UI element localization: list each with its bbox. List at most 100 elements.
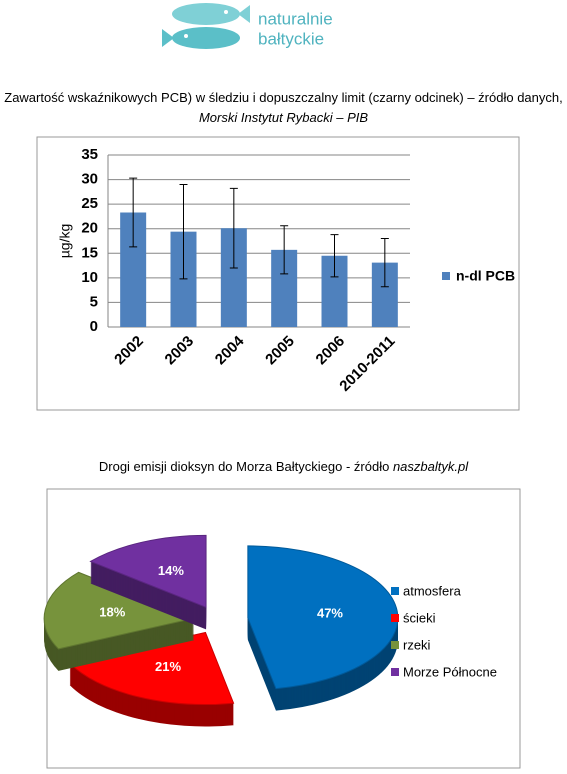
slice-side bbox=[247, 559, 398, 703]
slice-side bbox=[90, 536, 207, 609]
slice-side bbox=[44, 583, 195, 660]
slice-side bbox=[247, 550, 398, 694]
slice-side bbox=[69, 636, 234, 709]
slice-side bbox=[90, 546, 207, 619]
legend-label: Morze Północne bbox=[403, 664, 497, 679]
slice-side bbox=[247, 563, 398, 707]
bar bbox=[120, 212, 147, 327]
error-bar bbox=[229, 187, 238, 269]
slice-depth bbox=[69, 633, 234, 727]
slice bbox=[68, 631, 235, 705]
slice-side bbox=[44, 587, 195, 664]
slice-side bbox=[90, 541, 207, 614]
chart-frame bbox=[46, 488, 521, 769]
y-tick-label: 30 bbox=[81, 171, 98, 188]
bar bbox=[170, 231, 197, 327]
slice-side bbox=[247, 557, 398, 701]
logo-eye bbox=[224, 10, 228, 14]
slice-side bbox=[247, 558, 398, 702]
logo-eye bbox=[184, 34, 188, 38]
slice-side bbox=[247, 556, 398, 700]
data-label: 14% bbox=[158, 563, 184, 578]
caption-text: Drogi emisji dioksyn do Morza Bałtyckieg… bbox=[98, 459, 390, 474]
x-tick-label: 2003 bbox=[162, 333, 198, 369]
slice-side bbox=[247, 567, 398, 711]
slice-side bbox=[44, 578, 195, 655]
slice-side bbox=[44, 584, 195, 661]
slice-side bbox=[69, 652, 234, 725]
slice-side bbox=[44, 589, 195, 666]
slice-side bbox=[90, 556, 207, 629]
logo-fish bbox=[238, 5, 250, 23]
slice-side bbox=[69, 653, 234, 726]
slice-side bbox=[69, 646, 234, 719]
slice bbox=[247, 545, 399, 690]
slice-side bbox=[247, 553, 398, 697]
caption: Drogi emisji dioksyn do Morza Bałtyckieg… bbox=[0, 457, 567, 477]
data-label: 18% bbox=[99, 605, 125, 620]
data-label: 21% bbox=[155, 659, 181, 674]
y-tick-label: 0 bbox=[90, 318, 98, 335]
slice-side bbox=[69, 647, 234, 720]
slice-side bbox=[247, 560, 398, 704]
slice-side bbox=[44, 575, 195, 652]
slice-side bbox=[247, 566, 398, 710]
slice-side bbox=[247, 562, 398, 706]
logo-text: bałtyckie bbox=[258, 29, 324, 48]
slice bbox=[89, 534, 207, 609]
slice-side bbox=[69, 648, 234, 721]
slice-side bbox=[44, 592, 195, 669]
slice-side bbox=[90, 547, 207, 620]
slice-depth bbox=[44, 573, 195, 671]
slice-side bbox=[44, 591, 195, 668]
error-bar bbox=[380, 238, 389, 288]
slice-side bbox=[90, 537, 207, 610]
slice-side bbox=[69, 641, 234, 714]
y-tick-label: 10 bbox=[81, 269, 98, 286]
legend-swatch bbox=[442, 272, 450, 280]
caption: Zawartość wskaźnikowych PCB) w śledziu i… bbox=[0, 88, 567, 128]
slice-side bbox=[90, 540, 207, 613]
slice-side bbox=[69, 635, 234, 708]
slice-side bbox=[90, 553, 207, 626]
slice-side bbox=[247, 561, 398, 705]
logo: naturalnie bałtyckie bbox=[162, 3, 333, 49]
legend-swatch bbox=[391, 587, 399, 595]
bar bbox=[220, 228, 247, 327]
slice-side bbox=[90, 543, 207, 616]
slice-side bbox=[44, 593, 195, 670]
error-bar bbox=[280, 225, 289, 275]
slice-side bbox=[247, 554, 398, 698]
legend-swatch bbox=[391, 641, 399, 649]
logo-text: naturalnie bbox=[258, 9, 333, 28]
legend-swatch bbox=[391, 614, 399, 622]
slice-side bbox=[247, 551, 398, 695]
slice-side bbox=[69, 638, 234, 711]
logo-fish bbox=[162, 29, 174, 47]
slice-side bbox=[44, 582, 195, 659]
slice-side bbox=[44, 590, 195, 667]
slice-side bbox=[69, 633, 234, 706]
slice-side bbox=[44, 579, 195, 656]
chart-frame bbox=[36, 136, 520, 411]
y-tick-label: 5 bbox=[90, 293, 98, 310]
slice-side bbox=[69, 643, 234, 716]
slice-side bbox=[69, 642, 234, 715]
bar bbox=[271, 249, 298, 327]
slice-side bbox=[69, 650, 234, 723]
slice bbox=[43, 571, 196, 650]
y-tick-label: 20 bbox=[81, 220, 98, 237]
slice-side bbox=[44, 585, 195, 662]
y-axis-label: µg/kg bbox=[57, 224, 73, 259]
slice-side bbox=[69, 644, 234, 717]
caption-source: Morski Instytut Rybacki – PIB bbox=[198, 110, 369, 125]
x-tick-label: 2005 bbox=[262, 333, 298, 369]
data-label: 47% bbox=[317, 606, 343, 621]
slice-side bbox=[69, 634, 234, 707]
slice-depth bbox=[90, 536, 207, 630]
logo-fish bbox=[172, 27, 240, 49]
slice-side bbox=[69, 637, 234, 710]
y-tick-label: 15 bbox=[81, 244, 98, 261]
slice-side bbox=[247, 565, 398, 709]
